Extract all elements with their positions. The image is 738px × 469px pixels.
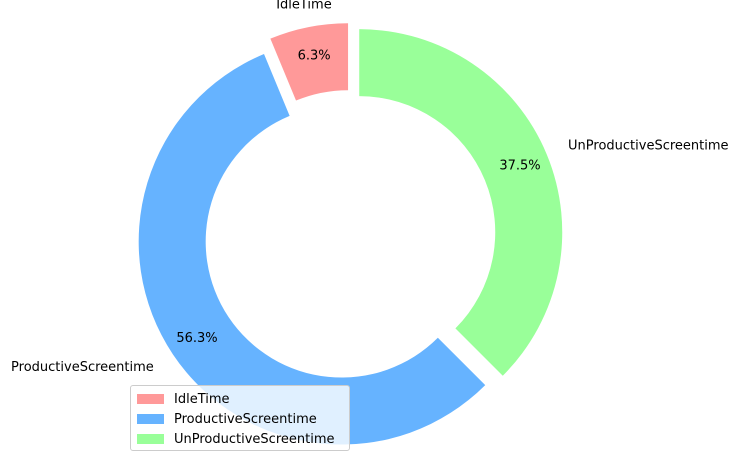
legend-swatch-unproductive: [137, 434, 164, 444]
legend-label-productive: ProductiveScreentime: [174, 411, 317, 427]
labels-group: IdleTime 6.3% ProductiveScreentime 56.3% UnP…: [11, 0, 728, 375]
slice-productive: [138, 54, 486, 445]
slice-label-idletime: IdleTime: [276, 0, 332, 13]
legend-label-idletime: IdleTime: [174, 391, 230, 407]
pct-label-unproductive: 37.5%: [499, 159, 540, 174]
legend-item-unproductive: UnProductiveScreentime: [137, 429, 343, 449]
slice-idletime: [270, 23, 349, 101]
slice-label-unproductive: UnProductiveScreentime: [568, 139, 728, 154]
legend-item-productive: ProductiveScreentime: [137, 409, 343, 429]
slice-label-productive: ProductiveScreentime: [11, 360, 154, 375]
legend-swatch-productive: [137, 414, 164, 424]
legend-swatch-idletime: [137, 394, 164, 404]
legend-label-unproductive: UnProductiveScreentime: [174, 431, 335, 447]
slices-group: [138, 23, 563, 445]
pct-label-idletime: 6.3%: [298, 49, 331, 64]
slice-unproductive: [359, 29, 563, 376]
pct-label-productive: 56.3%: [176, 331, 217, 346]
legend-item-idletime: IdleTime: [137, 389, 343, 409]
legend: IdleTime ProductiveScreentime UnProducti…: [130, 385, 350, 451]
